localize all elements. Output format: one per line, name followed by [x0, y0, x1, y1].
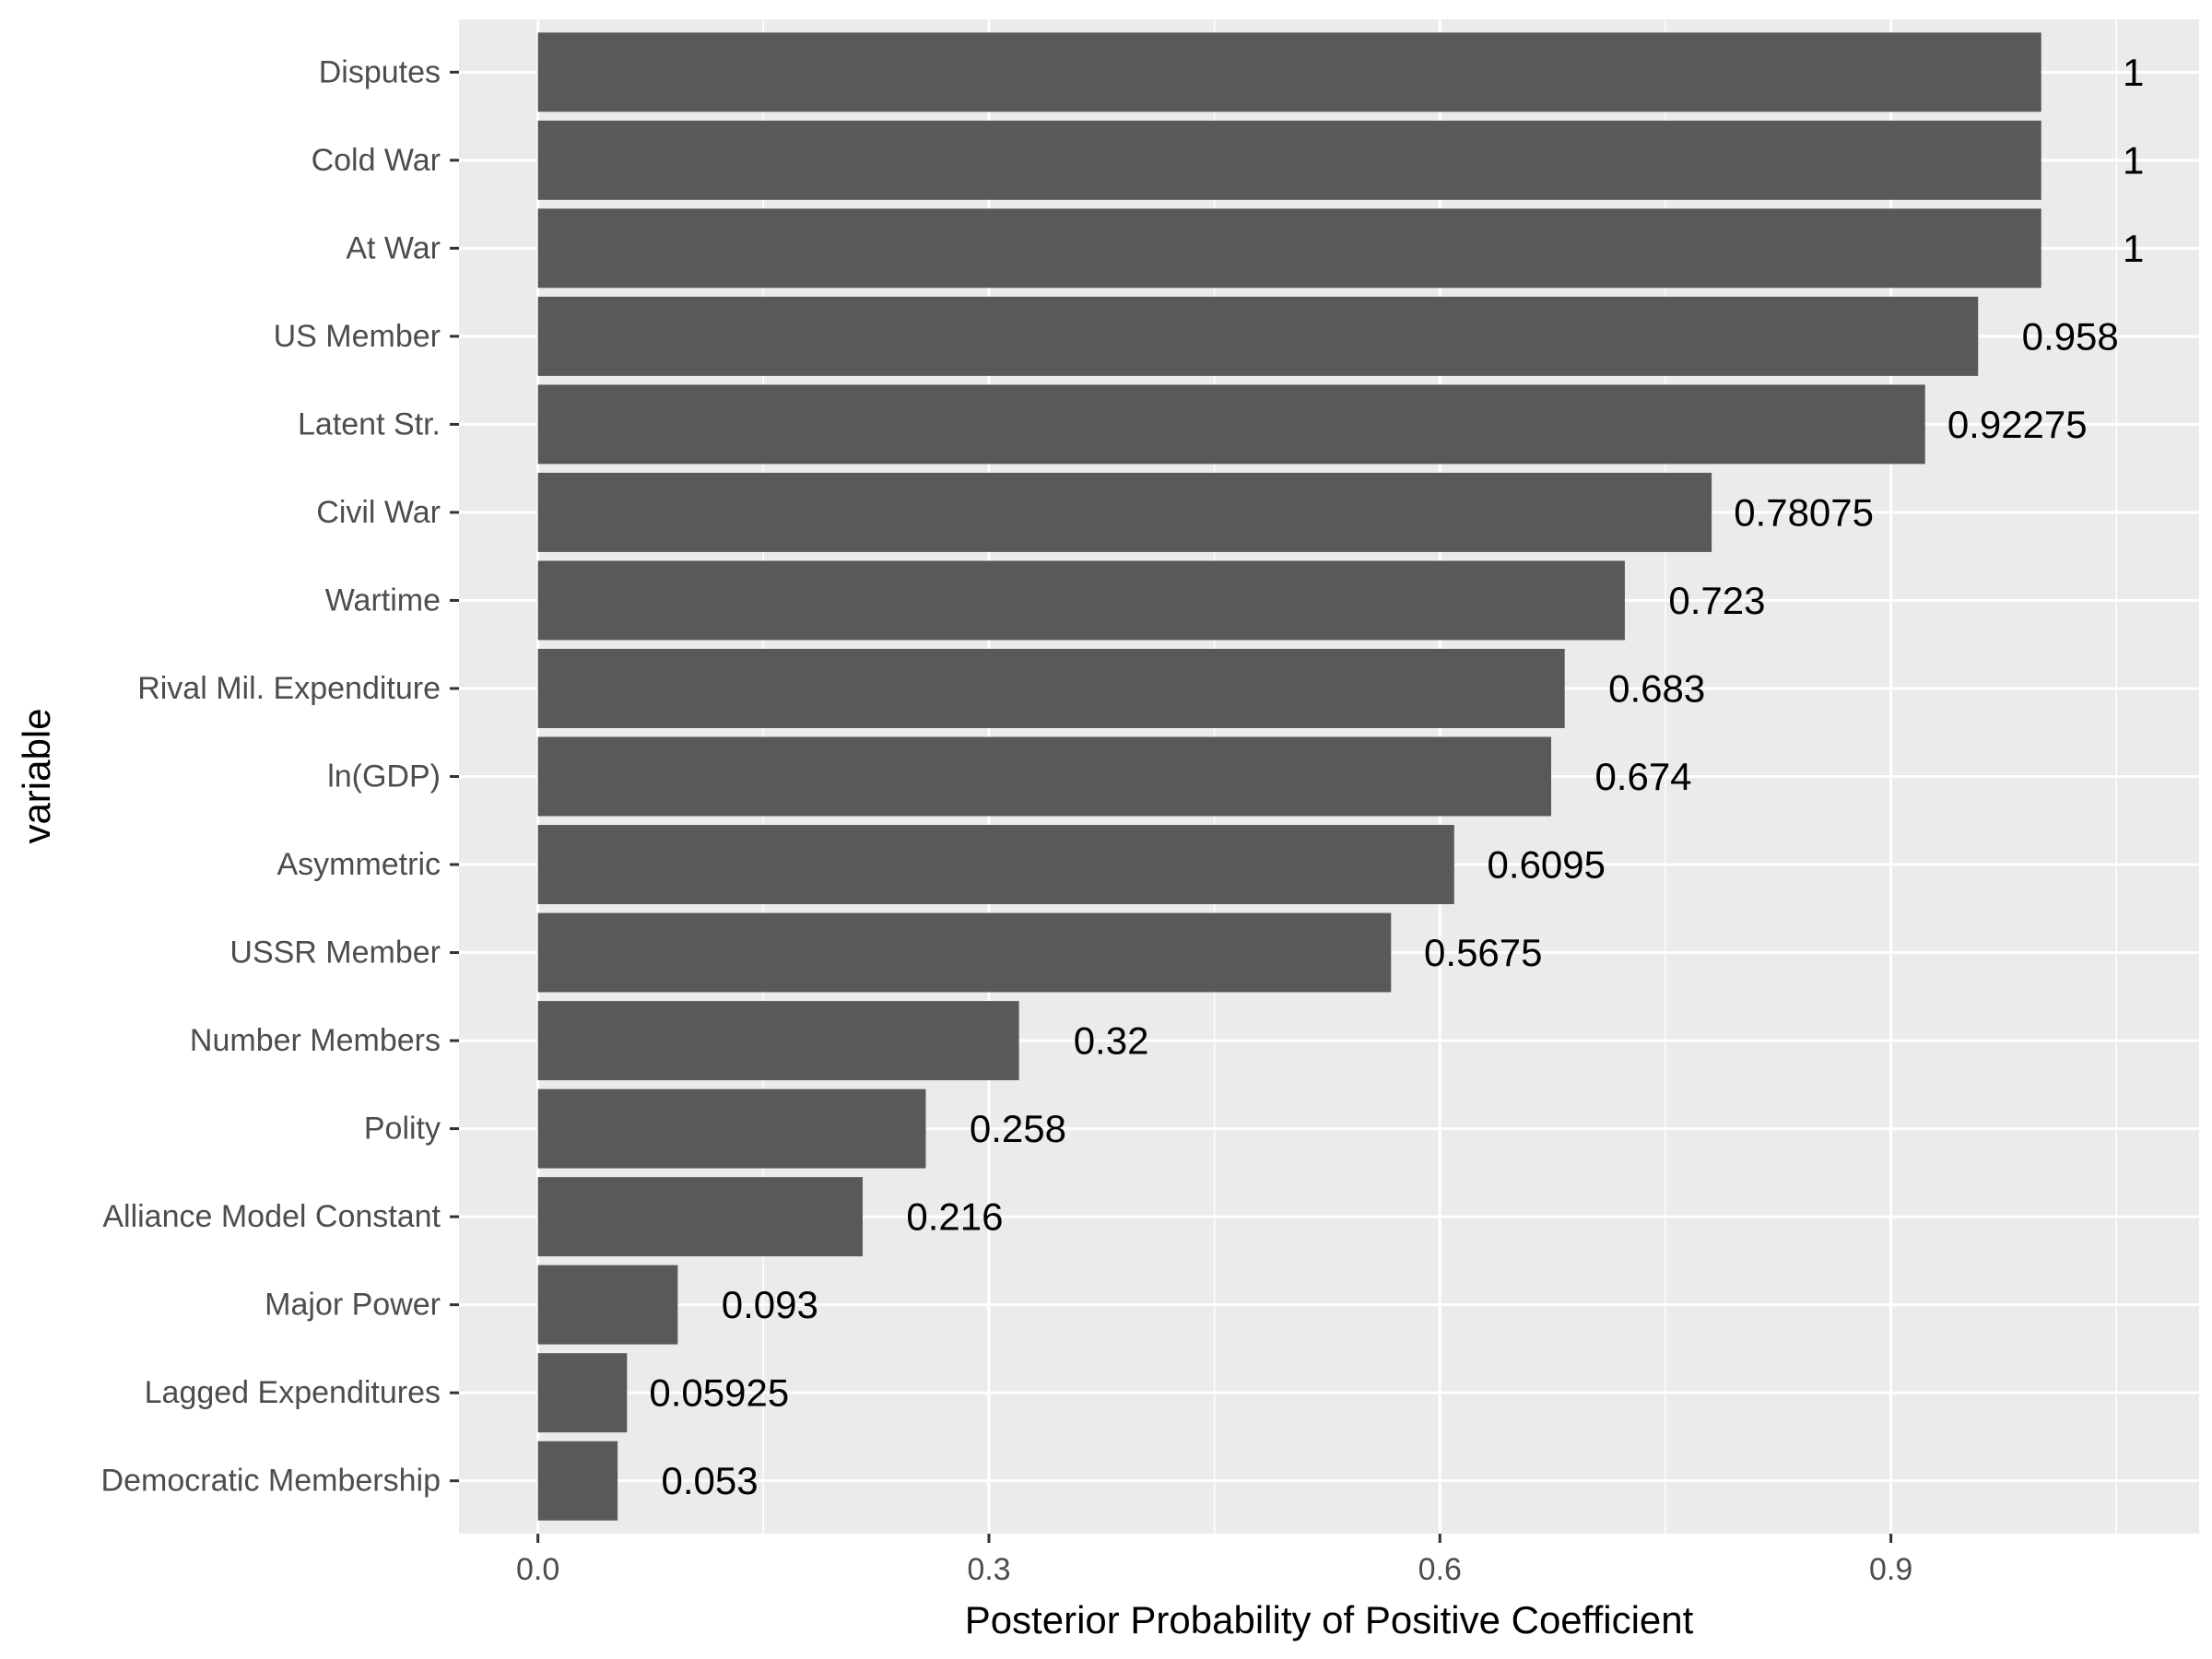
- y-tick-label: Cold War: [312, 143, 441, 178]
- bar-value-label: 1: [2123, 51, 2144, 94]
- bar: [537, 1001, 1019, 1081]
- bar-value-label: 0.6095: [1488, 843, 1606, 887]
- y-tick-label: Polity: [364, 1112, 441, 1147]
- bar: [537, 1441, 618, 1521]
- y-tick-label: Wartime: [325, 582, 441, 618]
- y-axis: Disputes Cold War At War US Member Latent St…: [101, 54, 459, 1499]
- bar-value-label: 1: [2123, 227, 2144, 270]
- bar: [537, 912, 1392, 993]
- y-tick-label: At War: [346, 230, 441, 265]
- y-tick-label: Alliance Model Constant: [102, 1199, 441, 1234]
- x-axis-title: Posterior Probability of Positive Coeffi…: [965, 1598, 1694, 1641]
- bar-value-label: 0.093: [722, 1283, 818, 1326]
- bar: [537, 1177, 863, 1257]
- bar: [537, 1088, 926, 1169]
- x-tick-label: 0.6: [1418, 1552, 1462, 1587]
- bar-value-label: 0.05925: [649, 1371, 789, 1415]
- bar: [537, 825, 1454, 905]
- bar: [537, 1353, 628, 1433]
- y-tick-label: Lagged Expenditures: [145, 1375, 441, 1410]
- bar-value-label: 1: [2123, 138, 2144, 182]
- x-tick-label: 0.3: [967, 1552, 1010, 1587]
- y-tick-label: Rival Mil. Expenditure: [137, 671, 441, 706]
- bar-value-label: 0.92275: [1947, 403, 2088, 446]
- y-tick-label: Democratic Membership: [101, 1464, 441, 1499]
- y-tick-label: Number Members: [190, 1023, 441, 1058]
- bar-value-label: 0.674: [1594, 755, 1691, 798]
- bar: [537, 32, 2041, 112]
- bar-value-label: 0.958: [2022, 314, 2119, 358]
- bar: [537, 1265, 678, 1345]
- y-tick-label: Major Power: [265, 1288, 441, 1323]
- bar-value-label: 0.683: [1608, 666, 1705, 710]
- bar-value-label: 0.32: [1074, 1019, 1149, 1063]
- bar-value-label: 0.5675: [1424, 931, 1542, 974]
- bar-value-label: 0.258: [970, 1107, 1066, 1150]
- y-tick-label: US Member: [274, 319, 441, 354]
- bars: [537, 32, 2041, 1521]
- y-tick-label: Latent Str.: [298, 406, 441, 441]
- bar-value-label: 0.78075: [1734, 490, 1874, 534]
- y-tick-label: Asymmetric: [276, 847, 441, 882]
- y-axis-title: variable: [15, 708, 58, 843]
- bar: [537, 648, 1565, 728]
- bar: [537, 736, 1551, 817]
- y-tick-label: Disputes: [319, 54, 441, 89]
- bar: [537, 560, 1625, 641]
- bar-value-label: 0.723: [1668, 579, 1765, 622]
- bar: [537, 208, 2041, 288]
- y-tick-label: Civil War: [316, 495, 441, 530]
- data-labels: 1 1 1 0.958 0.92275 0.78075 0.723 0.683 0.674 0.6…: [649, 51, 2144, 1502]
- x-axis: 0.0 0.3 0.6 0.9: [516, 1534, 1912, 1587]
- bar: [537, 472, 1712, 552]
- bar-value-label: 0.216: [906, 1195, 1003, 1239]
- y-tick-label: ln(GDP): [327, 759, 441, 794]
- x-tick-label: 0.0: [516, 1552, 559, 1587]
- bar-value-label: 0.053: [662, 1459, 759, 1502]
- bar: [537, 120, 2041, 200]
- x-tick-label: 0.9: [1869, 1552, 1912, 1587]
- y-tick-label: USSR Member: [229, 935, 441, 971]
- bar: [537, 384, 1925, 465]
- bar: [537, 296, 1979, 376]
